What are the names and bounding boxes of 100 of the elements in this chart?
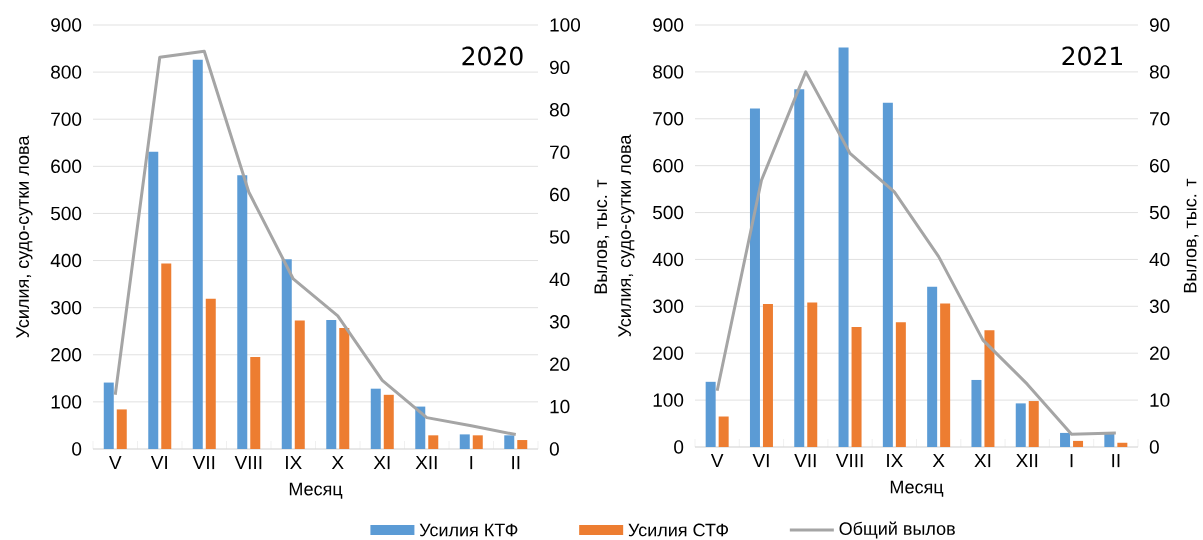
legend-label: Общий вылов xyxy=(839,521,955,539)
y2-tick-label: 10 xyxy=(550,399,570,414)
bar xyxy=(882,102,893,447)
bar xyxy=(237,175,248,449)
bar xyxy=(428,435,439,449)
x-tick-label: II xyxy=(1112,454,1120,468)
y2-tick-label: 30 xyxy=(1149,299,1170,314)
bar xyxy=(838,47,849,447)
y2-tick-label: 80 xyxy=(1149,65,1170,79)
y2-tick-label: 10 xyxy=(1150,393,1170,407)
bar xyxy=(1015,403,1026,447)
y-tick-label: 400 xyxy=(652,252,684,267)
y2-axis-title: Вылов, тыс. т xyxy=(594,179,610,294)
y2-tick-label: 80 xyxy=(549,103,570,117)
y2-tick-label: 50 xyxy=(1149,205,1170,220)
bar xyxy=(103,382,114,449)
y2-tick-label: 20 xyxy=(1150,346,1170,360)
bar xyxy=(971,379,982,447)
text: 2021 xyxy=(1062,46,1122,66)
bar xyxy=(1117,442,1128,447)
x-tick-label: VII xyxy=(192,456,215,470)
y-tick-label: 900 xyxy=(51,18,82,32)
bar xyxy=(1028,401,1039,447)
bar xyxy=(339,327,350,449)
y2-tick-label: 60 xyxy=(1150,158,1170,173)
y2-tick-label: 60 xyxy=(550,187,570,202)
y-tick-label: 800 xyxy=(51,65,82,79)
y2-tick-label: 100 xyxy=(550,18,581,32)
bar xyxy=(383,394,394,449)
y2-tick-label: 70 xyxy=(550,145,570,159)
x-axis-title: Месяц xyxy=(289,482,343,499)
y-tick-label: 300 xyxy=(50,300,82,315)
x-axis-title: Месяц xyxy=(890,480,944,497)
y-tick-label: 700 xyxy=(51,112,82,126)
y2-tick-label: 40 xyxy=(1149,252,1170,267)
y-tick-label: 0 xyxy=(72,442,82,456)
y2-tick-label: 20 xyxy=(550,357,570,371)
y-tick-label: 600 xyxy=(653,158,684,173)
y-tick-label: 700 xyxy=(653,112,684,126)
y2-tick-label: 30 xyxy=(549,315,570,329)
line-series xyxy=(715,70,1118,436)
x-tick-label: XI xyxy=(373,456,390,470)
bar xyxy=(326,319,337,449)
x-tick-label: VIII xyxy=(835,454,863,468)
x-tick-label: I xyxy=(470,456,473,470)
y-axis-title: Усилия, судо-сутки лова xyxy=(618,134,635,337)
y-tick-label: 0 xyxy=(674,440,684,454)
y2-tick-label: 50 xyxy=(549,230,570,244)
bar xyxy=(281,259,292,449)
bar xyxy=(1073,440,1084,447)
y-tick-label: 200 xyxy=(51,348,82,362)
x-tick-label: XII xyxy=(415,456,437,470)
y-tick-label: 800 xyxy=(653,65,684,79)
bar xyxy=(472,435,483,449)
y-tick-label: 500 xyxy=(652,205,684,220)
legend-label: Усилия КТФ xyxy=(419,523,518,537)
y-tick-label: 600 xyxy=(51,159,82,174)
x-tick-label: I xyxy=(1070,454,1073,468)
bar xyxy=(192,59,203,449)
y-tick-label: 300 xyxy=(652,299,684,314)
bar xyxy=(415,406,426,449)
x-tick-label: VI xyxy=(752,454,769,468)
bar xyxy=(927,286,938,447)
bar xyxy=(749,108,760,447)
bar xyxy=(161,263,172,449)
x-tick-label: XII xyxy=(1016,454,1038,468)
x-tick-label: V xyxy=(109,456,122,470)
x-tick-label: IX xyxy=(887,454,903,468)
bar xyxy=(504,435,515,449)
y-tick-label: 100 xyxy=(653,393,684,407)
bar xyxy=(807,302,818,447)
bar xyxy=(205,298,216,449)
bar xyxy=(984,330,995,447)
y2-tick-label: 90 xyxy=(1149,18,1170,32)
bar xyxy=(718,416,729,447)
bar xyxy=(517,440,528,449)
y-tick-label: 900 xyxy=(653,18,684,32)
y-axis-title: Усилия, судо-сутки лова xyxy=(16,135,33,338)
bar xyxy=(116,409,127,449)
x-tick-label: VIII xyxy=(234,456,262,470)
y2-tick-label: 0 xyxy=(1149,440,1159,454)
y-tick-label: 500 xyxy=(51,206,82,221)
bar xyxy=(895,322,906,447)
y-tick-label: 200 xyxy=(653,346,684,360)
x-tick-label: X xyxy=(932,454,945,468)
bar xyxy=(1060,432,1071,447)
y2-tick-label: 90 xyxy=(549,60,570,75)
x-tick-label: VII xyxy=(794,454,816,468)
y-tick-label: 400 xyxy=(50,253,82,268)
y2-tick-label: 70 xyxy=(1150,112,1170,126)
bar xyxy=(459,434,470,449)
x-tick-label: V xyxy=(710,454,724,468)
bar xyxy=(762,303,773,447)
bar xyxy=(294,320,305,449)
bar xyxy=(940,303,951,447)
bar xyxy=(250,357,261,449)
x-tick-label: X xyxy=(331,456,344,470)
legend-label: Усилия СТФ xyxy=(628,523,729,537)
x-tick-label: VI xyxy=(150,456,167,470)
text: 2020 xyxy=(462,46,523,66)
